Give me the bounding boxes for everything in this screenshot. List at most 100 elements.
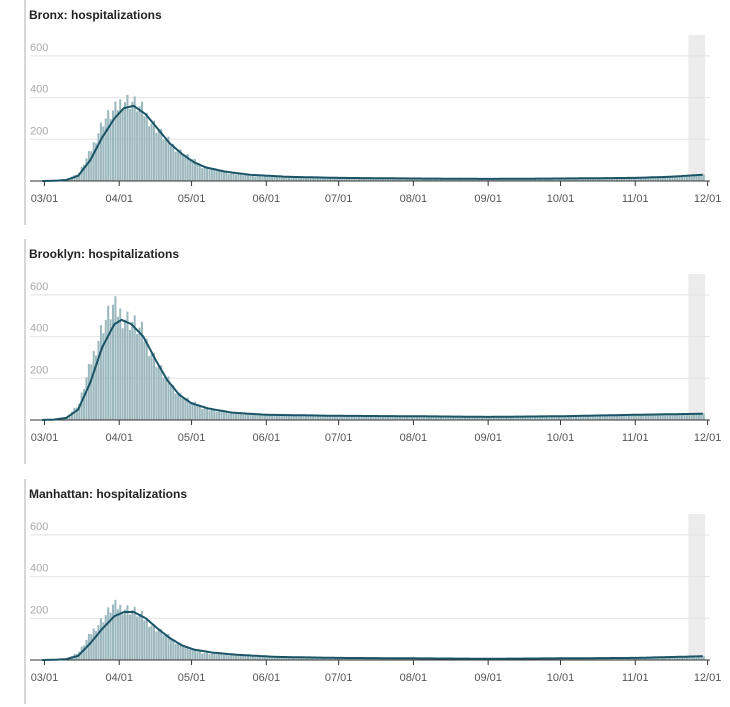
daily-bar [628,415,631,420]
daily-bar [165,138,168,181]
daily-bar [365,415,368,420]
daily-bar [341,178,344,181]
daily-bar [275,415,278,420]
daily-bar [148,356,151,420]
daily-bar [85,639,88,660]
daily-bar [321,177,324,181]
daily-bar [550,178,553,181]
daily-bar [656,657,659,660]
x-tick-label: 05/01 [178,432,206,444]
daily-bar [642,657,645,660]
daily-bar [678,657,681,660]
daily-bar [505,178,508,181]
daily-bar [519,417,522,420]
daily-bar [519,179,522,181]
daily-bar [201,653,204,660]
daily-bar [396,178,399,181]
daily-bar [97,624,100,660]
daily-bar [97,133,100,181]
daily-bar [548,178,551,181]
daily-bar [495,178,498,181]
daily-bar [227,655,230,660]
daily-bar [514,178,517,181]
daily-bar [587,178,590,181]
daily-bar [642,414,645,420]
daily-bar [140,101,143,181]
daily-bar [483,416,486,420]
daily-bar [480,179,483,181]
daily-bar [618,414,621,420]
daily-bar [673,414,676,420]
daily-bar [659,414,662,420]
x-tick-label: 06/01 [253,193,281,205]
daily-bar [256,176,259,181]
daily-bar [169,385,172,420]
daily-bar [140,321,143,420]
daily-bar [191,159,194,181]
daily-bar [377,178,380,181]
daily-bar [613,415,616,420]
daily-bar [131,101,134,181]
daily-bar [526,178,529,181]
daily-bar [386,416,389,420]
daily-bar [210,653,213,660]
daily-bar [316,177,319,181]
daily-bar [78,403,81,420]
daily-bar [538,416,541,420]
daily-bar [615,415,618,420]
x-tick-label: 04/01 [105,193,133,205]
daily-bar [635,657,638,660]
daily-bar [283,176,286,181]
daily-bar [345,177,348,181]
daily-bar [203,408,206,420]
daily-bar [531,416,534,420]
daily-bar [343,177,346,181]
daily-bar [601,178,604,181]
daily-bar [594,415,597,420]
daily-bar [360,658,363,660]
daily-bar [80,166,83,181]
daily-bar [239,173,242,181]
y-tick-label: 600 [30,42,48,54]
daily-bar [273,175,276,181]
daily-bar [189,159,192,181]
daily-bar [261,176,264,181]
daily-bar [432,415,435,420]
daily-bar [695,656,698,660]
panel-divider [24,479,26,704]
daily-bar [273,414,276,420]
daily-bar [529,416,532,420]
daily-bar [210,409,213,420]
daily-bar [386,658,389,660]
daily-bar [565,415,568,420]
daily-bar [652,657,655,660]
daily-bar [157,365,160,420]
daily-bar [420,178,423,181]
daily-bar [582,415,585,420]
daily-bar [152,352,155,420]
daily-bar [208,410,211,420]
chart-title: Bronx: hospitalizations [29,8,162,22]
daily-bar [169,145,172,181]
daily-bar [623,177,626,181]
daily-bar [181,646,184,660]
daily-bar [567,416,570,420]
daily-bar [203,653,206,660]
daily-bar [365,177,368,181]
daily-bar [312,177,315,181]
x-tick-label: 10/01 [547,193,575,205]
daily-bar [338,415,341,420]
daily-bar [473,417,476,420]
daily-bar [128,614,131,660]
daily-bar [526,416,529,420]
daily-bar [574,178,577,181]
daily-bar [652,177,655,181]
daily-bar [227,173,230,181]
daily-bar [577,415,580,420]
average-line [42,104,703,182]
daily-bar [350,415,353,420]
daily-bar [666,414,669,420]
daily-bar [355,658,358,660]
daily-bar [271,414,274,420]
daily-bar [80,392,83,420]
